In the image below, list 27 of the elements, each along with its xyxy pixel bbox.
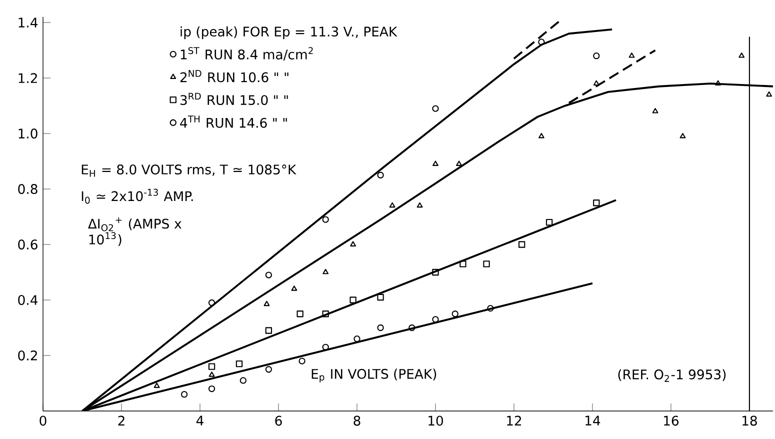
- legend-label: 1$^{ST}$ RUN 8.4 ma/cm$^{2}$: [180, 47, 313, 60]
- annotation: I$_{0}$ ≃ 2x10$^{-13}$ AMP.: [82, 188, 193, 204]
- x-tick-label: 6: [275, 416, 282, 426]
- annotation: E$_{H}$ = 8.0 VOLTS rms, T ≃ 1085°K: [82, 164, 296, 177]
- text: ΔI$_{O2}$$^{+}$ (AMPS x 10$^{13}$): [88, 217, 182, 246]
- y-tick-label: 0.8: [18, 184, 38, 194]
- annotation: (REF. O$_{2}$-1 9953): [618, 369, 726, 382]
- legend-label: 4$^{TH}$ RUN 14.6 " ": [180, 116, 287, 128]
- x-axis-title: E$_{p}$ IN VOLTS (PEAK): [312, 368, 436, 382]
- y-tick-label: 1.0: [18, 128, 38, 139]
- x-tick-label: 18: [742, 416, 757, 426]
- x-tick-label: 0: [40, 416, 46, 426]
- y-tick-label: 0.4: [18, 295, 38, 305]
- legend-title: ip (peak) FOR Ep = 11.3 V., PEAK: [180, 26, 398, 40]
- legend-label: 3$^{RD}$ RUN 15.0 " ": [180, 92, 288, 106]
- x-tick-label: 14: [586, 416, 600, 426]
- x-tick-label: 16: [664, 416, 679, 426]
- x-tick-label: 2: [118, 416, 124, 426]
- y-tick-label: 1.4: [18, 18, 38, 28]
- y-tick-label: 1.2: [18, 73, 37, 83]
- legend-label: 2$^{ND}$ RUN 10.6 " ": [180, 70, 288, 82]
- x-tick-label: 12: [507, 416, 522, 426]
- x-tick-label: 8: [354, 416, 360, 426]
- y-tick-label: 0.2: [18, 350, 37, 360]
- x-tick-label: 10: [428, 416, 443, 426]
- y-tick-label: 0.6: [18, 240, 38, 250]
- x-tick-label: 4: [196, 416, 204, 426]
